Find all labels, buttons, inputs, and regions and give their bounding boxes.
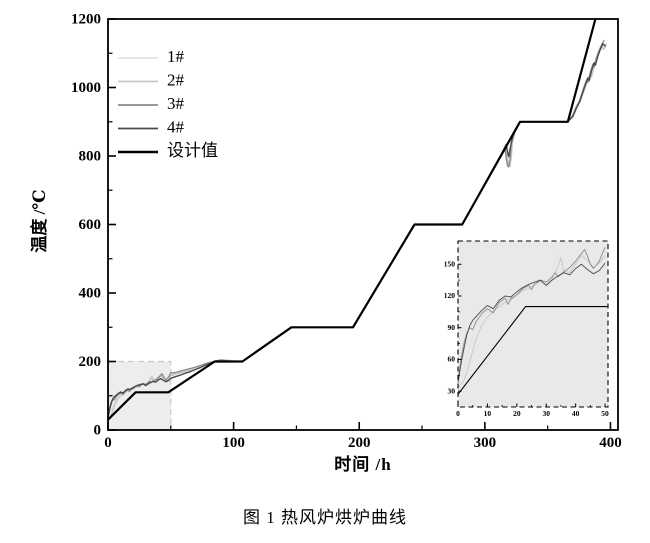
legend: 1# 2# 3# 4# 设计值 — [118, 47, 218, 160]
inset-x-tick-label: 40 — [572, 409, 580, 418]
figure-caption: 图 1 热风炉烘炉曲线 — [243, 508, 407, 527]
y-tick-label: 800 — [79, 148, 102, 164]
inset-x-tick-label: 20 — [513, 409, 521, 418]
inset-y-tick-label: 30 — [448, 386, 456, 395]
y-tick-label: 0 — [94, 422, 102, 438]
inset-x-tick-label: 10 — [484, 409, 492, 418]
legend-label-3#: 3# — [167, 94, 185, 113]
y-tick-label: 1200 — [71, 11, 101, 27]
x-tick-label: 200 — [348, 435, 371, 451]
inset-y-tick-label: 90 — [448, 323, 456, 332]
y-tick-label: 600 — [79, 217, 102, 233]
inset-y-tick-label: 150 — [444, 259, 456, 268]
legend-label-2#: 2# — [167, 70, 185, 89]
series-4# — [107, 43, 606, 418]
legend-label-1#: 1# — [167, 47, 185, 66]
inset-series-4# — [457, 262, 606, 383]
y-tick-label: 200 — [79, 354, 102, 370]
inset-x-tick-label: 0 — [456, 409, 460, 418]
x-axis-title: 时间 /h — [334, 455, 392, 474]
x-tick-label: 400 — [599, 435, 622, 451]
x-tick-label: 100 — [222, 435, 245, 451]
inset-y-tick-label: 60 — [448, 355, 456, 364]
inset-y-tick-label: 120 — [444, 291, 456, 300]
inset-background — [458, 241, 608, 407]
x-tick-label: 300 — [474, 435, 497, 451]
inset-x-tick-label: 30 — [542, 409, 550, 418]
inset-series-2# — [457, 255, 606, 389]
inset-chart: 30 60 90 120 150 0 10 20 30 40 50 — [444, 240, 609, 418]
inset-x-tick-label: 50 — [601, 409, 609, 418]
inset-series-3# — [457, 247, 606, 381]
legend-label-4#: 4# — [167, 117, 185, 136]
series-设计值 — [107, 18, 597, 421]
legend-label-设计值: 设计值 — [167, 141, 218, 160]
inset-design-line — [457, 306, 608, 395]
inset-series-1# — [457, 251, 606, 387]
y-tick-label: 1000 — [71, 80, 101, 96]
y-tick-label: 400 — [79, 285, 102, 301]
y-axis-title: 温度 /℃ — [30, 189, 49, 253]
x-tick-label: 0 — [104, 435, 112, 451]
inset-frame — [457, 240, 609, 408]
